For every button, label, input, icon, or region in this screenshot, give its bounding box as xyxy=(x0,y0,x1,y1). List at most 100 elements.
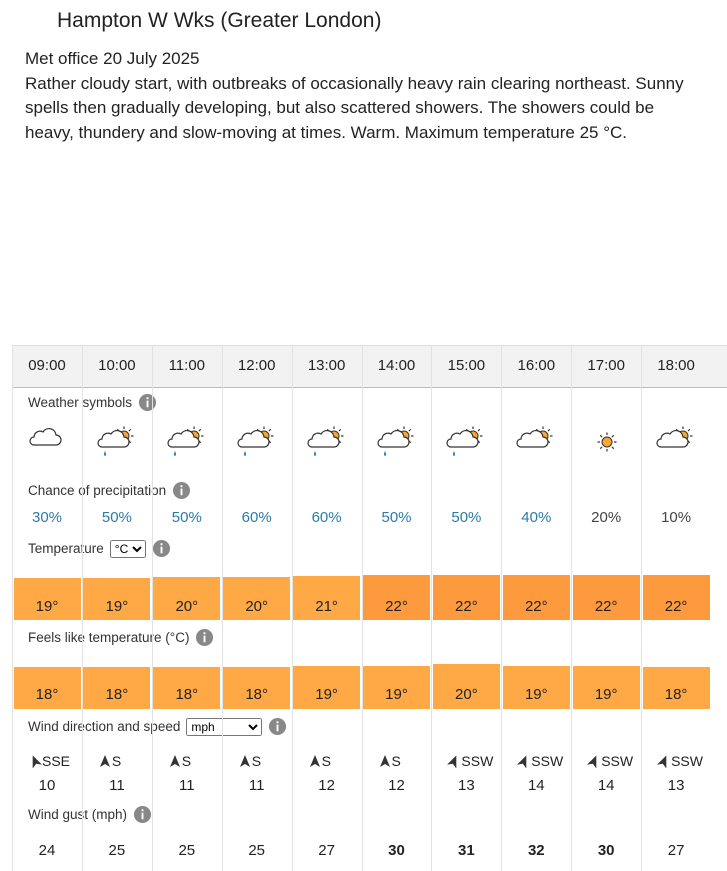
label-text: Chance of precipitation xyxy=(28,483,167,498)
column-divider xyxy=(361,345,363,871)
time-header xyxy=(12,345,727,388)
temp-value: 22° xyxy=(455,598,478,615)
label-text: Feels like temperature (°C) xyxy=(28,630,190,645)
time: 11:00 xyxy=(168,357,206,374)
temp-bar xyxy=(153,577,221,620)
wind-arrow xyxy=(169,755,180,767)
feels-value: 18° xyxy=(35,686,59,703)
weather-icon xyxy=(97,426,134,456)
wind-speed: 12 xyxy=(318,777,335,794)
precip-chance: 60% xyxy=(241,509,272,526)
temp-bar xyxy=(223,577,291,620)
weather-icon xyxy=(29,427,62,446)
wind-gust: 25 xyxy=(108,842,126,859)
wind-arrow xyxy=(517,755,527,768)
time: 12:00 xyxy=(237,357,276,374)
time: 18:00 xyxy=(657,357,695,374)
wind-gust: 25 xyxy=(178,842,196,859)
wind-speed: 11 xyxy=(109,777,125,794)
forecast-summary: Met office 20 July 2025 Rather cloudy st… xyxy=(25,47,705,145)
feels-value: 19° xyxy=(385,686,408,703)
temp-bar xyxy=(83,578,151,620)
feels-value: 20° xyxy=(455,686,478,703)
weather-icon xyxy=(597,432,617,452)
wind-gust: 25 xyxy=(248,842,266,859)
wind-arrow xyxy=(379,755,390,767)
temp-value: 22° xyxy=(524,598,548,615)
info-icon[interactable] xyxy=(138,393,157,412)
wind-gust: 27 xyxy=(318,842,335,859)
info-icon[interactable] xyxy=(133,805,152,824)
wind-direction: S xyxy=(321,753,331,769)
temp-value: 20° xyxy=(245,598,269,615)
temp-value: 22° xyxy=(664,598,688,615)
wind-direction: SSE xyxy=(42,753,71,769)
feels-value: 19° xyxy=(524,686,548,703)
row-label: Wind gust (mph) xyxy=(28,805,152,824)
temp-value: 19° xyxy=(35,598,59,615)
summary-text: Rather cloudy start, with outbreaks of o… xyxy=(25,73,684,142)
info-icon[interactable] xyxy=(268,717,287,736)
wind-direction: S xyxy=(111,753,122,769)
precip-chance: 50% xyxy=(451,509,482,526)
label-text: Wind gust (mph) xyxy=(28,807,128,822)
precip-chance: 60% xyxy=(311,509,342,526)
wind-arrow xyxy=(32,755,42,768)
weather-icon xyxy=(446,426,483,456)
column-divider xyxy=(641,345,643,871)
wind-gust: 32 xyxy=(527,842,545,859)
temp-bar xyxy=(572,575,640,620)
wind-speed: 11 xyxy=(179,777,195,794)
precip-chance: 30% xyxy=(31,509,63,526)
wind-gust: 30 xyxy=(597,842,615,859)
info-icon[interactable] xyxy=(195,628,214,647)
weather-icon xyxy=(376,426,413,456)
info-icon[interactable] xyxy=(152,539,171,558)
column-divider xyxy=(12,345,13,871)
wind-speed: 14 xyxy=(597,777,615,794)
temp-value: 21° xyxy=(315,598,338,615)
wind-arrow xyxy=(587,755,597,768)
temp-bar xyxy=(293,576,361,620)
wind-arrow xyxy=(99,755,110,767)
temp-unit-select[interactable]: °C xyxy=(109,539,146,558)
wind-direction: S xyxy=(251,753,262,769)
precip-chance: 50% xyxy=(101,509,132,526)
info-icon[interactable] xyxy=(172,481,191,500)
feels-bar xyxy=(153,667,221,709)
temp-value: 22° xyxy=(594,598,618,615)
temp-bar xyxy=(13,578,81,620)
time: 17:00 xyxy=(587,357,625,374)
wind-unit-select[interactable]: mph xyxy=(186,717,263,736)
column-divider xyxy=(431,345,433,871)
feels-bar xyxy=(502,665,570,709)
wind-arrow xyxy=(447,755,457,768)
wind-speed: 13 xyxy=(667,777,685,794)
feels-bar xyxy=(572,665,640,709)
weather-icon xyxy=(656,426,693,448)
precip-chance: 40% xyxy=(521,509,552,526)
weather-icon xyxy=(237,426,274,456)
wind-gust: 24 xyxy=(38,842,56,859)
wind-direction: SSW xyxy=(671,753,703,769)
forecast-table: Weather symbols Chance of precipitation … xyxy=(12,345,727,871)
temp-bar xyxy=(502,575,570,620)
feels-bar xyxy=(293,665,361,709)
wind-speed: 10 xyxy=(38,777,56,794)
weather-icon xyxy=(516,426,553,448)
feels-bar xyxy=(363,665,430,709)
wind-direction: S xyxy=(391,753,401,769)
wind-gust: 27 xyxy=(667,842,685,859)
wind-gust: 30 xyxy=(388,842,405,859)
feels-value: 19° xyxy=(594,686,618,703)
feels-bar xyxy=(432,664,500,709)
wind-direction: SSW xyxy=(601,753,634,769)
feels-bar xyxy=(83,667,151,709)
summary-source: Met office 20 July 2025 xyxy=(25,49,200,68)
row-label: Temperature °C xyxy=(28,539,171,558)
wind-speed: 13 xyxy=(458,777,475,794)
feels-value: 18° xyxy=(105,686,129,703)
wind-arrow xyxy=(309,755,320,767)
precip-chance: 20% xyxy=(591,509,622,526)
